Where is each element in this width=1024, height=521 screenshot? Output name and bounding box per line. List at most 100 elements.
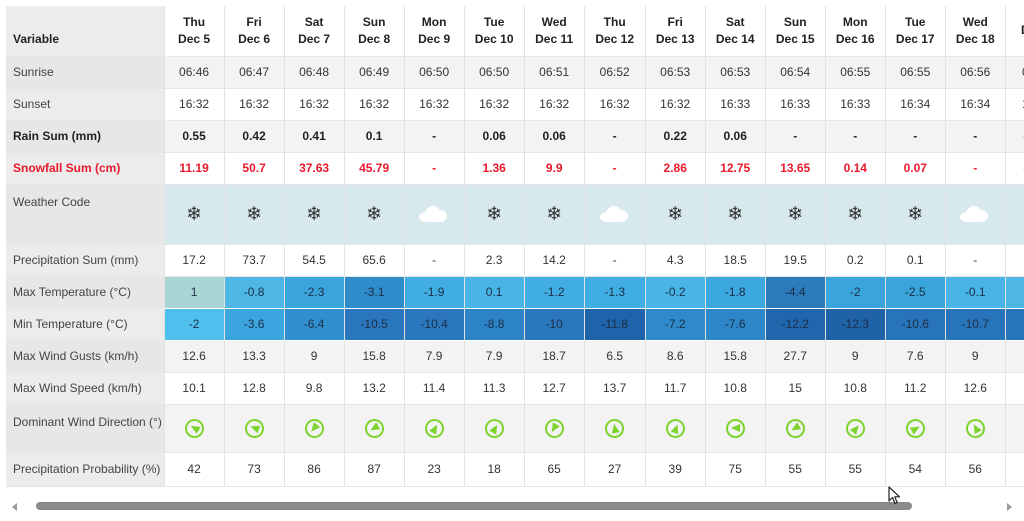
wind-direction-cell: [224, 404, 285, 453]
weather-code-cell: ❄: [224, 184, 285, 245]
row-label: Sunrise: [6, 56, 165, 89]
table-cell: 16:32: [344, 88, 405, 121]
weather-code-cell: [1005, 184, 1024, 245]
column-header-day: Sat Dec 7: [284, 6, 345, 57]
table-cell: -1.3: [584, 276, 646, 309]
table-row: Max Wind Gusts (km/h) 12.6 13.3 9 15.8 7.9 7.9…: [6, 340, 1024, 373]
day-date: Dec 13: [655, 31, 695, 46]
wind-direction-cell: [945, 404, 1006, 453]
table-cell: 6.5: [584, 340, 646, 373]
table-cell: 17.2: [164, 244, 225, 277]
table-cell: 06:49: [344, 56, 405, 89]
table-cell: 9.8: [284, 372, 345, 405]
table-cell: 16:32: [584, 88, 646, 121]
table-cell: 06:50: [404, 56, 465, 89]
weather-code-cell: ❄: [885, 184, 946, 245]
table-row: Sunset 16:32 16:32 16:32 16:32 16:32 16:32 16:3…: [6, 88, 1024, 121]
table-cell: 0.06: [524, 120, 585, 153]
row-label: Min Temperature (°C): [6, 308, 165, 341]
table-cell: 16:32: [524, 88, 585, 121]
table-cell: 11.19: [164, 152, 225, 185]
table-cell: 13.2: [344, 372, 405, 405]
table-cell: 4.3: [645, 244, 706, 277]
table-cell: 0.1: [344, 120, 405, 153]
table-cell: 1: [164, 276, 225, 309]
table-cell: -2: [164, 308, 225, 341]
forecast-table-viewport[interactable]: Variable Thu Dec 5 Fri Dec 6 Sat Dec 7 Sun Dec …: [6, 6, 1024, 488]
table-cell: 0.1: [464, 276, 525, 309]
day-of-week: Tue: [483, 14, 505, 29]
table-cell: 9: [284, 340, 345, 373]
table-cell: 06:55: [825, 56, 886, 89]
table-cell: 06:54: [765, 56, 826, 89]
table-cell: -12.3: [825, 308, 886, 341]
table-row: Max Temperature (°C) 1 -0.8 -2.3 -3.1 -1.9 0.1…: [6, 276, 1024, 309]
column-header-day: Tue Dec 17: [885, 6, 946, 57]
table-cell: -10.4: [404, 308, 465, 341]
table-cell: 12.7: [524, 372, 585, 405]
day-of-week: Wed: [962, 14, 988, 29]
wind-direction-arrow-icon: [541, 415, 568, 441]
table-cell: -1.8: [705, 276, 766, 309]
table-cell: 55: [765, 452, 826, 487]
table-row: Precipitation Sum (mm) 17.2 73.7 54.5 65.6-2…: [6, 244, 1024, 277]
day-of-week: Sat: [725, 14, 745, 29]
weather-code-cell: [404, 184, 465, 245]
table-cell: 9: [825, 340, 886, 373]
table-cell: 18.7: [524, 340, 585, 373]
table-cell: 19.5: [765, 244, 826, 277]
wind-direction-arrow-icon: [181, 415, 208, 441]
snowflake-icon: ❄: [486, 203, 503, 225]
day-of-week: Mon: [421, 14, 447, 29]
table-cell: 54.5: [284, 244, 345, 277]
table-cell: [1005, 340, 1024, 373]
weather-code-cell: ❄: [524, 184, 585, 245]
wind-direction-arrow-icon: [421, 415, 448, 441]
column-header-day: Thu Dec 5: [164, 6, 225, 57]
table-cell: 13.7: [584, 372, 646, 405]
scroll-right-arrow-icon[interactable]: [1007, 503, 1012, 511]
wind-direction-arrow-icon: [603, 416, 626, 440]
column-header-day: Fri Dec 13: [645, 6, 706, 57]
wind-direction-cell: [524, 404, 585, 453]
table-cell: 11.3: [464, 372, 525, 405]
wind-direction-cell: [164, 404, 225, 453]
wind-direction-cell: [1005, 404, 1024, 453]
wind-direction-arrow-icon: [782, 415, 809, 441]
horizontal-scrollbar[interactable]: [6, 496, 1022, 516]
day-of-week: Thu: [183, 14, 206, 29]
day-date: Dec 14: [715, 31, 755, 46]
table-cell: 9: [945, 340, 1006, 373]
table-cell: -10.6: [885, 308, 946, 341]
snowflake-icon: ❄: [907, 203, 924, 225]
table-cell: 0.22: [645, 120, 706, 153]
wind-direction-arrow-icon: [241, 415, 267, 441]
table-cell: -: [945, 244, 1006, 277]
table-cell: 8.6: [645, 340, 706, 373]
scroll-left-arrow-icon[interactable]: [12, 503, 17, 511]
table-cell: -8.8: [464, 308, 525, 341]
column-header-day: Wed Dec 11: [524, 6, 585, 57]
snowflake-icon: ❄: [366, 203, 383, 225]
wind-direction-cell: [344, 404, 405, 453]
wind-direction-arrow-icon: [481, 415, 508, 441]
wind-direction-cell: [404, 404, 465, 453]
table-cell: 15.8: [344, 340, 405, 373]
wind-direction-cell: [284, 404, 345, 453]
table-cell: 7.9: [464, 340, 525, 373]
weather-code-cell: ❄: [284, 184, 345, 245]
table-cell: 0.2: [825, 244, 886, 277]
table-cell: 12.6: [945, 372, 1006, 405]
table-cell: -10.5: [344, 308, 405, 341]
column-header-day: D: [1005, 6, 1024, 57]
table-cell: 12.6: [164, 340, 225, 373]
scrollbar-thumb[interactable]: [36, 502, 912, 510]
table-cell: -: [404, 120, 465, 153]
table-cell: 15: [765, 372, 826, 405]
table-cell: 06:53: [645, 56, 706, 89]
weather-code-cell: ❄: [164, 184, 225, 245]
row-label: Sunset: [6, 88, 165, 121]
table-cell: 16:33: [705, 88, 766, 121]
day-date: Dec 7: [298, 31, 331, 46]
table-cell: 45.79: [344, 152, 405, 185]
